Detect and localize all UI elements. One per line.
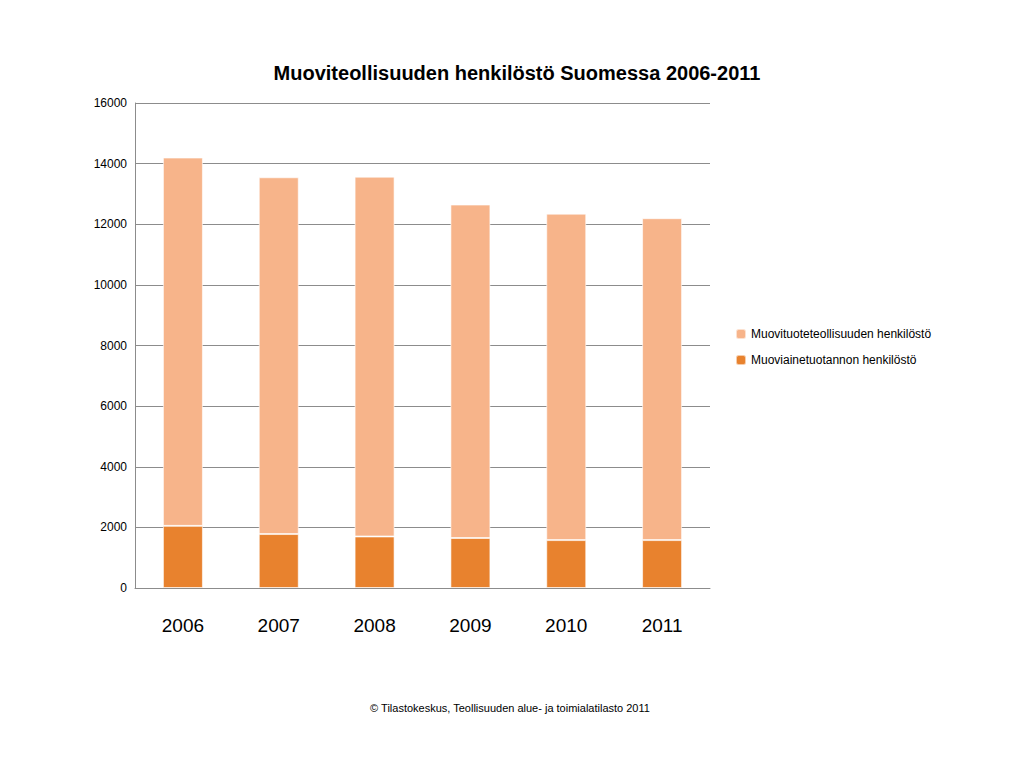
svg-text:4000: 4000 <box>100 460 127 474</box>
svg-text:0: 0 <box>120 581 127 595</box>
svg-text:14000: 14000 <box>94 157 128 171</box>
svg-text:2008: 2008 <box>353 615 395 636</box>
svg-text:Muovituoteteollisuuden henkilö: Muovituoteteollisuuden henkilöstö <box>751 327 931 341</box>
svg-text:6000: 6000 <box>100 399 127 413</box>
svg-text:2006: 2006 <box>162 615 204 636</box>
svg-text:Muoviainetuotannon henkilöstö: Muoviainetuotannon henkilöstö <box>751 353 917 367</box>
svg-text:16000: 16000 <box>94 96 128 110</box>
svg-text:8000: 8000 <box>100 339 127 353</box>
svg-text:2007: 2007 <box>258 615 300 636</box>
svg-text:2009: 2009 <box>449 615 491 636</box>
svg-text:2011: 2011 <box>642 615 683 636</box>
svg-text:Muoviteollisuuden henkilöstö S: Muoviteollisuuden henkilöstö Suomessa 20… <box>274 62 761 84</box>
svg-text:2010: 2010 <box>545 615 587 636</box>
svg-text:2000: 2000 <box>100 520 127 534</box>
svg-text:© Tilastokeskus, Teollisuuden: © Tilastokeskus, Teollisuuden alue- ja t… <box>370 702 650 714</box>
svg-text:10000: 10000 <box>94 278 128 292</box>
svg-text:12000: 12000 <box>94 217 128 231</box>
